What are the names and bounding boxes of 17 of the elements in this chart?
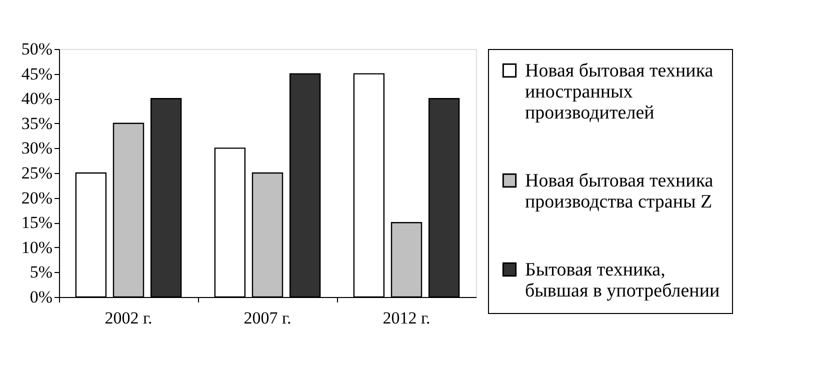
legend-label: Новая бытовая техника производства страны Z [525, 170, 714, 212]
y-tick-label: 50% [21, 40, 52, 58]
y-tick-label: 15% [21, 213, 52, 232]
y-tick-label: 35% [21, 114, 52, 133]
y-tick-label: 0% [30, 288, 52, 306]
y-tick-label: 40% [21, 89, 52, 108]
x-tick-label: 2012 г. [382, 308, 430, 328]
y-tick-label: 20% [21, 188, 52, 208]
y-tick-label: 45% [21, 64, 52, 84]
y-tick-label: 30% [21, 138, 52, 158]
y-tick-label: 10% [21, 238, 52, 257]
x-tick-label: 2007 г. [244, 308, 292, 328]
legend-label: Новая бытовая техника иностранных производителей [525, 60, 714, 124]
y-tick-label: 25% [21, 164, 52, 182]
x-tick-label: 2002 г. [104, 308, 152, 328]
y-tick-label: 5% [30, 262, 52, 282]
legend-label: Бытовая техника, бывшая в употреблении [525, 260, 720, 302]
